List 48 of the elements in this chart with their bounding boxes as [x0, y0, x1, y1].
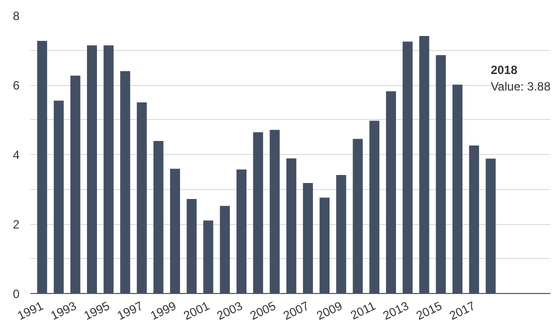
bar: [170, 168, 180, 294]
bar: [37, 40, 48, 294]
bar: [54, 100, 64, 294]
bar: [469, 145, 480, 294]
x-tick-label: 2003: [214, 298, 246, 323]
x-tick-label: 2007: [281, 298, 312, 323]
bar: [336, 175, 346, 294]
bar: [452, 84, 462, 294]
bar: [436, 55, 446, 294]
x-tick-label: 2017: [447, 298, 478, 323]
bar: [352, 138, 363, 294]
bar: [419, 36, 430, 294]
bar: [186, 198, 197, 294]
x-tick-label: 1997: [114, 298, 146, 323]
bar: [203, 220, 214, 294]
bar: [386, 91, 396, 294]
bar: [153, 140, 164, 294]
x-tick-label: 2011: [348, 298, 378, 322]
y-tick-label: 6: [12, 78, 20, 92]
bar: [286, 158, 296, 294]
x-tick-label: 1991: [15, 298, 46, 323]
bar: [302, 182, 313, 294]
y-tick-label: 8: [12, 9, 20, 23]
bar: [104, 45, 114, 294]
bar: [270, 130, 280, 294]
annotation: 2018 Value: 3.88: [490, 63, 551, 94]
bar: [402, 42, 413, 294]
bar: [320, 198, 330, 294]
bar: [220, 206, 230, 294]
x-tick-label: 2001: [181, 298, 212, 323]
bar: [70, 76, 80, 294]
bar: [253, 132, 264, 294]
x-tick-label: 2009: [314, 298, 345, 323]
x-tick-label: 1999: [148, 298, 179, 323]
bar: [369, 120, 380, 294]
bar: [136, 102, 147, 294]
bar: [120, 71, 130, 294]
x-tick-label: 1993: [48, 298, 79, 323]
x-tick-label: 2015: [414, 298, 444, 323]
y-tick-label: 2: [12, 218, 20, 232]
x-tick-label: 2013: [380, 298, 412, 323]
bar: [486, 158, 496, 294]
x-tick-label: 2005: [248, 298, 278, 323]
bar: [236, 169, 246, 294]
y-tick-label: 0: [12, 287, 20, 301]
y-tick-label: 4: [12, 148, 20, 162]
x-tick-label: 1995: [82, 298, 112, 323]
bar: [86, 45, 97, 294]
